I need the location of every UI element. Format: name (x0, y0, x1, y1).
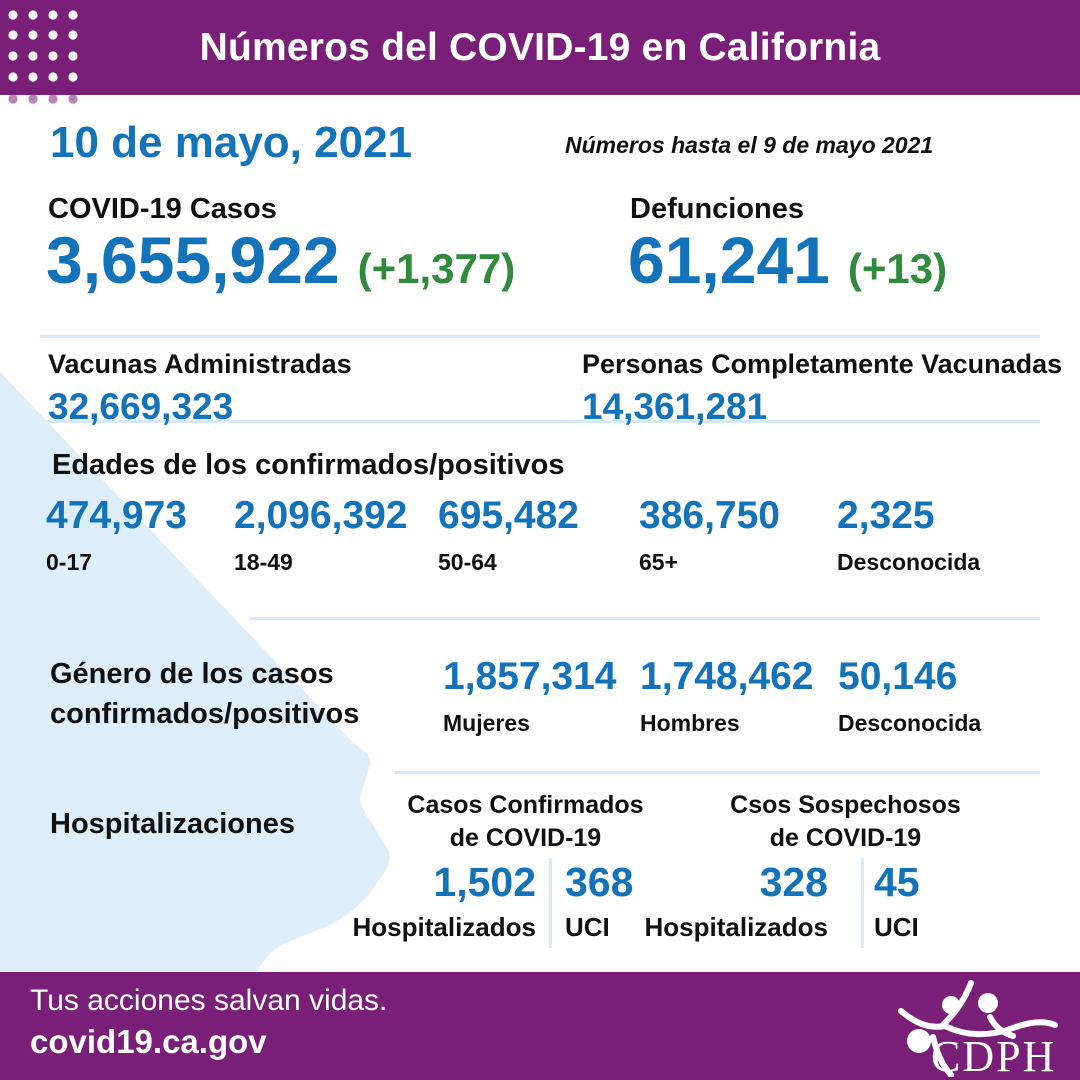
as-of-note: Números hasta el 9 de mayo 2021 (565, 132, 934, 158)
cases-row: 3,655,922 (+1,377) (46, 223, 516, 297)
gender-group-women: 1,857,314 Mujeres (443, 656, 617, 737)
suspected-header-line2: de COVID-19 (769, 824, 922, 852)
vaccines-administered-value: 32,669,323 (48, 386, 234, 427)
confirmed-icu: 368 UCI (565, 860, 633, 943)
confirmed-hospitalized: 1,502 Hospitalizados (330, 860, 536, 943)
confirmed-icu-value: 368 (565, 859, 634, 905)
confirmed-icu-label: UCI (565, 912, 610, 942)
age-group-50-64: 695,482 50-64 (438, 495, 579, 576)
ages-title: Edades de los confirmados/positivos (52, 449, 565, 481)
suspected-hospitalized: 328 Hospitalizados (630, 860, 828, 943)
confirmed-cases-header: Casos Confirmados de COVID-19 (398, 789, 653, 855)
suspected-icu: 45 UCI (874, 860, 920, 943)
confirmed-header-line1: Casos Confirmados (407, 791, 644, 819)
age-label: 65+ (639, 549, 679, 575)
age-value: 386,750 (639, 494, 780, 537)
suspected-hospitalized-value: 328 (759, 859, 828, 905)
cases-delta: (+1,377) (357, 245, 516, 292)
age-label: 18-49 (234, 549, 293, 575)
cdph-logo-text: CDPH (931, 1032, 1056, 1077)
gender-title: Género de los casos confirmados/positivo… (50, 654, 359, 734)
suspected-hospitalized-label: Hospitalizados (644, 912, 828, 942)
suspected-header-line1: Csos Sospechosos (730, 791, 961, 819)
confirmed-header-line2: de COVID-19 (449, 824, 602, 852)
gender-title-line2: confirmados/positivos (50, 698, 360, 730)
cases-value: 3,655,922 (46, 223, 340, 297)
gender-value: 50,146 (838, 655, 958, 698)
deaths-row: 61,241 (+13) (628, 223, 948, 297)
age-group-0-17: 474,973 0-17 (46, 495, 187, 576)
gender-value: 1,857,314 (443, 655, 617, 698)
hospitalizations-title: Hospitalizaciones (50, 808, 295, 840)
age-label: Desconocida (837, 549, 981, 575)
age-label: 0-17 (46, 549, 93, 575)
divider-top-numbers (40, 335, 1040, 338)
suspected-icu-label: UCI (874, 912, 919, 942)
page-title: Números del COVID-19 en California (199, 25, 881, 69)
gender-title-line1: Género de los casos (50, 658, 334, 690)
gender-label: Mujeres (443, 710, 530, 736)
report-date: 10 de mayo, 2021 (50, 118, 413, 167)
gender-label: Desconocida (838, 710, 982, 736)
divider-confirmed-icu (549, 858, 552, 948)
divider-gender (395, 771, 1040, 774)
divider-ages (250, 617, 1040, 620)
cdph-logo: CDPH (898, 980, 1058, 1077)
fully-vaccinated-value: 14,361,281 (582, 386, 768, 427)
divider-suspected-icu (861, 858, 864, 948)
footer-bar (0, 972, 1080, 1080)
cases-label: COVID-19 Casos (48, 193, 277, 225)
vaccines-administered-label: Vacunas Administradas (48, 349, 352, 379)
age-value: 2,325 (837, 494, 935, 537)
age-group-unknown: 2,325 Desconocida (837, 495, 980, 576)
divider-vaccines (46, 420, 1040, 423)
confirmed-hospitalized-value: 1,502 (433, 859, 536, 905)
age-value: 2,096,392 (234, 494, 408, 537)
deaths-label: Defunciones (630, 193, 805, 225)
gender-value: 1,748,462 (640, 655, 814, 698)
suspected-icu-value: 45 (874, 859, 920, 905)
deaths-delta: (+13) (847, 245, 948, 292)
suspected-cases-header: Csos Sospechosos de COVID-19 (718, 789, 973, 855)
deaths-value: 61,241 (628, 223, 830, 297)
dot-grid-ornament (8, 10, 78, 104)
footer-tagline: Tus acciones salvan vidas. (30, 984, 388, 1017)
age-value: 474,973 (46, 494, 187, 537)
age-label: 50-64 (438, 549, 497, 575)
age-value: 695,482 (438, 494, 579, 537)
vaccines-administered: Vacunas Administradas 32,669,323 (48, 349, 352, 428)
age-group-18-49: 2,096,392 18-49 (234, 495, 408, 576)
fully-vaccinated-label: Personas Completamente Vacunadas (582, 349, 1063, 379)
header-bar: Números del COVID-19 en California (0, 0, 1080, 95)
fully-vaccinated: Personas Completamente Vacunadas 14,361,… (582, 349, 1062, 428)
confirmed-hospitalized-label: Hospitalizados (352, 912, 536, 942)
age-group-65-plus: 386,750 65+ (639, 495, 780, 576)
gender-label: Hombres (640, 710, 740, 736)
gender-group-unknown: 50,146 Desconocida (838, 656, 981, 737)
gender-group-men: 1,748,462 Hombres (640, 656, 814, 737)
footer-url: covid19.ca.gov (30, 1023, 267, 1060)
